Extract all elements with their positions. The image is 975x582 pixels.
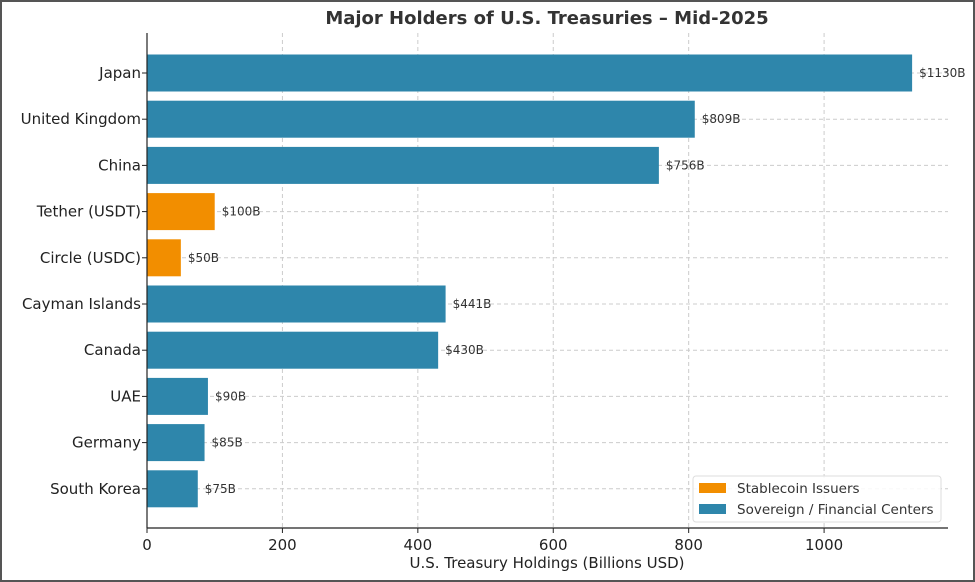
y-tick-label: Germany bbox=[72, 434, 141, 452]
legend: Stablecoin Issuers Sovereign / Financial … bbox=[692, 475, 942, 523]
legend-label: Stablecoin Issuers bbox=[737, 481, 860, 497]
bar-tether-usdt- bbox=[147, 193, 215, 231]
bar-germany bbox=[147, 424, 205, 462]
data-label: $809B bbox=[702, 112, 741, 126]
y-tick-label: Canada bbox=[84, 341, 141, 359]
y-tick-label: United Kingdom bbox=[21, 110, 141, 128]
data-label: $1130B bbox=[919, 66, 965, 80]
y-tick-label: UAE bbox=[110, 387, 141, 405]
data-label: $75B bbox=[205, 482, 236, 496]
legend-swatch bbox=[699, 483, 726, 493]
y-tick-label: Tether (USDT) bbox=[36, 203, 141, 221]
y-tick-label: South Korea bbox=[50, 480, 141, 498]
bar-canada bbox=[147, 331, 439, 369]
x-tick-label: 800 bbox=[674, 536, 703, 554]
legend-box bbox=[692, 475, 942, 523]
legend-swatch bbox=[699, 504, 726, 514]
x-tick-label: 200 bbox=[268, 536, 297, 554]
x-axis-label: U.S. Treasury Holdings (Billions USD) bbox=[409, 554, 684, 572]
y-tick-label: China bbox=[98, 156, 141, 174]
y-tick-label: Cayman Islands bbox=[22, 295, 141, 313]
bar-china bbox=[147, 146, 659, 184]
data-label: $100B bbox=[222, 205, 261, 219]
data-label: $85B bbox=[212, 436, 243, 450]
bar-cayman-islands bbox=[147, 285, 446, 323]
x-tick-label: 0 bbox=[142, 536, 152, 554]
x-tick-label: 600 bbox=[539, 536, 568, 554]
y-tick-label: Japan bbox=[98, 64, 141, 82]
bar-circle-usdc- bbox=[147, 239, 181, 277]
x-tick-label: 400 bbox=[404, 536, 433, 554]
data-label: $756B bbox=[666, 158, 705, 172]
bar-south-korea bbox=[147, 470, 198, 508]
x-tick-label: 1000 bbox=[805, 536, 843, 554]
bar-uae bbox=[147, 377, 208, 415]
bar-japan bbox=[147, 54, 913, 92]
data-label: $441B bbox=[453, 297, 492, 311]
legend-label: Sovereign / Financial Centers bbox=[737, 502, 934, 518]
y-tick-label: Circle (USDC) bbox=[40, 249, 141, 267]
data-label: $50B bbox=[188, 251, 219, 265]
data-label: $430B bbox=[445, 343, 484, 357]
bar-united-kingdom bbox=[147, 100, 695, 138]
data-label: $90B bbox=[215, 389, 246, 403]
chart-title: Major Holders of U.S. Treasuries – Mid-2… bbox=[325, 8, 768, 29]
